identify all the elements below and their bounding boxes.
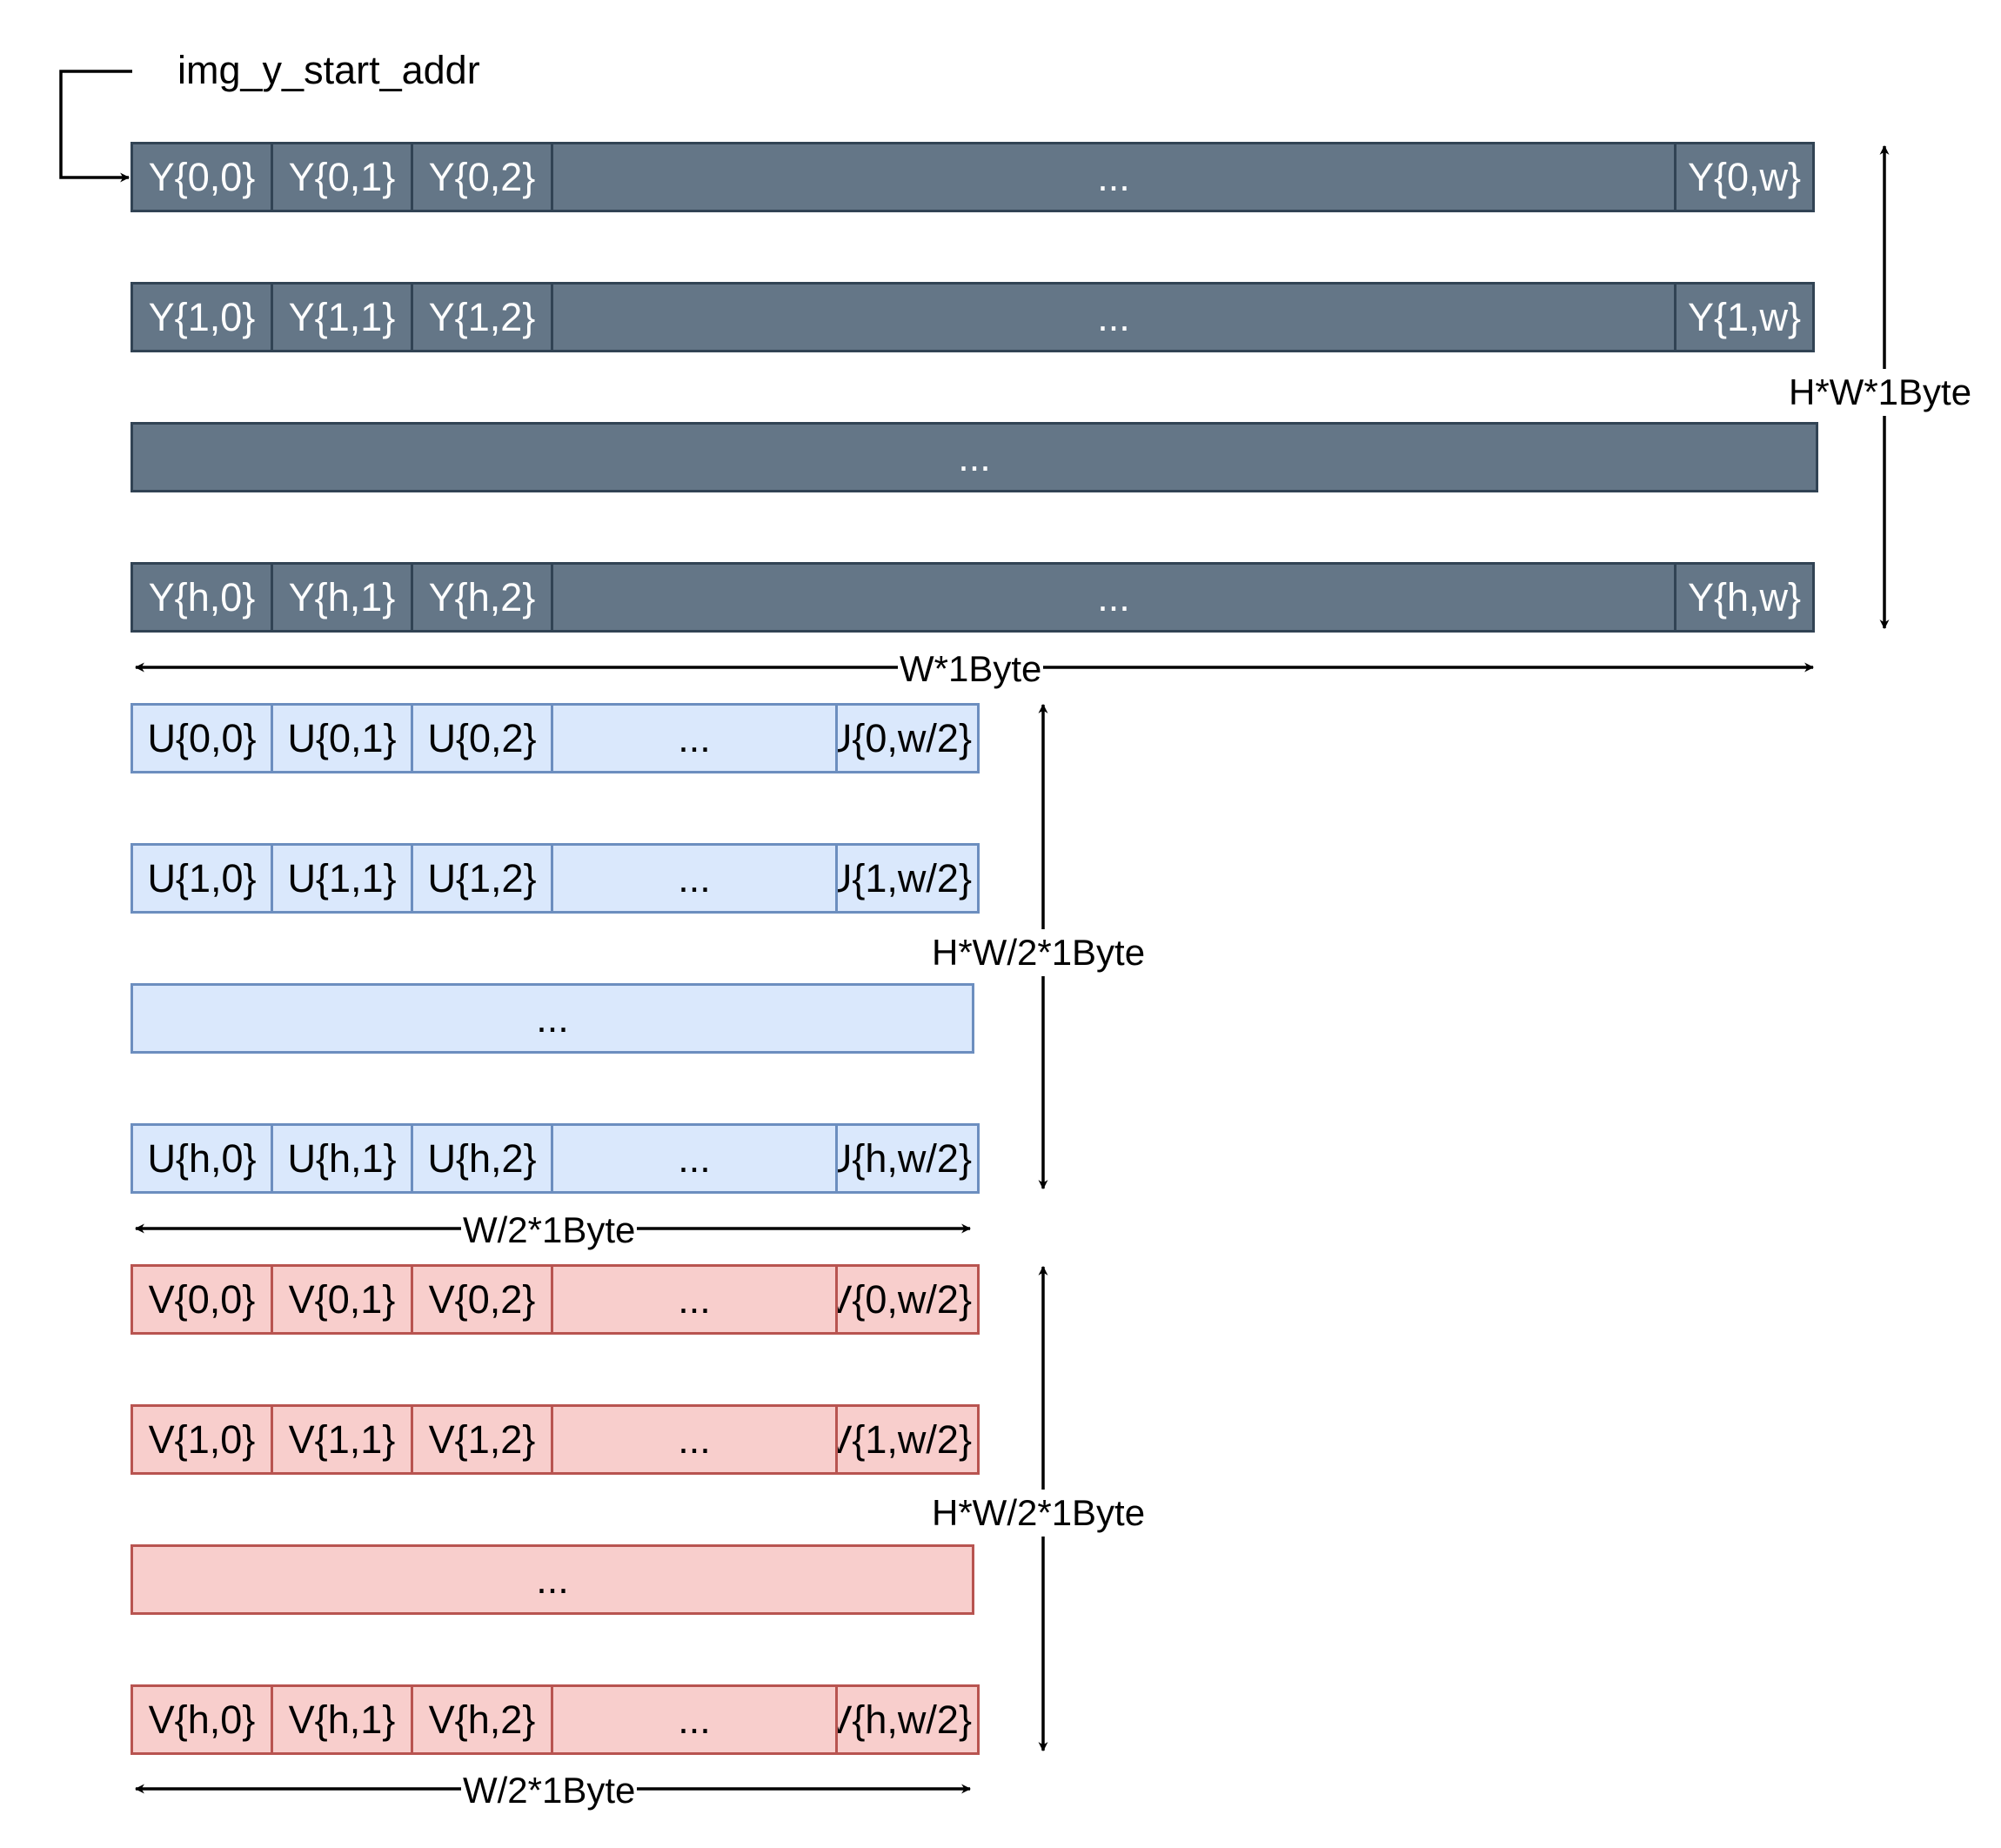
u-sample-cell: U{h,1} (271, 1123, 413, 1194)
u-ellipsis-cell: ... (551, 703, 838, 773)
u-ellipsis-cell: ... (551, 1123, 838, 1194)
y-sample-cell: Y{0,1} (271, 142, 413, 212)
y-ellipsis-cell: ... (551, 142, 1676, 212)
y-ellipsis-row-cell: ... (130, 422, 1818, 492)
v-sample-cell: V{0,0} (130, 1264, 273, 1335)
v-sample-cell: V{h,0} (130, 1684, 273, 1755)
v-sample-cell: V{0,2} (411, 1264, 553, 1335)
y-ellipsis-cell: ... (551, 562, 1676, 633)
y-plane-row: ... (130, 422, 1818, 492)
y-ellipsis-cell: ... (551, 282, 1676, 352)
v-sample-cell: V{1,2} (411, 1404, 553, 1475)
v-sample-cell: V{0,1} (271, 1264, 413, 1335)
v-sample-cell: V{1,0} (130, 1404, 273, 1475)
v-plane-row: ... (130, 1544, 974, 1615)
y-sample-cell: Y{0,0} (130, 142, 273, 212)
v-plane-row: V{1,0} V{1,1} V{1,2}... V{1,w/2} (130, 1404, 980, 1475)
u-plane-row: U{1,0} U{1,1} U{1,2}... U{1,w/2} (130, 843, 980, 914)
v-sample-cell: V{h,2} (411, 1684, 553, 1755)
y-width-label: W*1Byte (898, 648, 1044, 689)
u-sample-cell: U{0,0} (130, 703, 273, 773)
u-ellipsis-row-cell: ... (130, 983, 974, 1054)
v-plane-row: V{h,0} V{h,1} V{h,2}... V{h,w/2} (130, 1684, 980, 1755)
y-sample-cell: Y{h,0} (130, 562, 273, 633)
u-last-sample-cell: U{h,w/2} (835, 1123, 980, 1194)
u-plane-row: U{h,0} U{h,1} U{h,2}... U{h,w/2} (130, 1123, 980, 1194)
y-sample-cell: Y{0,2} (411, 142, 553, 212)
v-ellipsis-cell: ... (551, 1404, 838, 1475)
v-height-label: H*W/2*1Byte (932, 1490, 1146, 1537)
u-sample-cell: U{1,2} (411, 843, 553, 914)
y-sample-cell: Y{1,2} (411, 282, 553, 352)
start-address-arrow (59, 70, 132, 183)
v-ellipsis-cell: ... (551, 1264, 838, 1335)
y-last-sample-cell: Y{1,w} (1674, 282, 1815, 352)
u-last-sample-cell: U{0,w/2} (835, 703, 980, 773)
u-sample-cell: U{1,1} (271, 843, 413, 914)
u-ellipsis-cell: ... (551, 843, 838, 914)
u-width-label: W/2*1Byte (461, 1209, 638, 1250)
v-last-sample-cell: V{h,w/2} (835, 1684, 980, 1755)
u-height-label: H*W/2*1Byte (932, 929, 1146, 976)
u-plane-row: U{0,0} U{0,1} U{0,2}... U{0,w/2} (130, 703, 980, 773)
v-last-sample-cell: V{1,w/2} (835, 1404, 980, 1475)
v-ellipsis-cell: ... (551, 1684, 838, 1755)
v-sample-cell: V{1,1} (271, 1404, 413, 1475)
v-last-sample-cell: V{0,w/2} (835, 1264, 980, 1335)
y-height-label: H*W*1Byte (1789, 369, 1972, 416)
v-ellipsis-row-cell: ... (130, 1544, 974, 1615)
u-last-sample-cell: U{1,w/2} (835, 843, 980, 914)
u-sample-cell: U{0,1} (271, 703, 413, 773)
v-plane-row: V{0,0} V{0,1} V{0,2}... V{0,w/2} (130, 1264, 980, 1335)
y-sample-cell: Y{1,0} (130, 282, 273, 352)
u-sample-cell: U{0,2} (411, 703, 553, 773)
y-plane-row: Y{h,0} Y{h,1} Y{h,2}... Y{h,w} (130, 562, 1815, 633)
v-width-label: W/2*1Byte (461, 1770, 638, 1811)
u-sample-cell: U{1,0} (130, 843, 273, 914)
y-last-sample-cell: Y{0,w} (1674, 142, 1815, 212)
u-sample-cell: U{h,2} (411, 1123, 553, 1194)
u-plane-row: ... (130, 983, 974, 1054)
y-sample-cell: Y{h,2} (411, 562, 553, 633)
y-plane-row: Y{0,0} Y{0,1} Y{0,2}... Y{0,w} (130, 142, 1815, 212)
u-sample-cell: U{h,0} (130, 1123, 273, 1194)
y-sample-cell: Y{h,1} (271, 562, 413, 633)
y-sample-cell: Y{1,1} (271, 282, 413, 352)
y-last-sample-cell: Y{h,w} (1674, 562, 1815, 633)
v-sample-cell: V{h,1} (271, 1684, 413, 1755)
start-address-label: img_y_start_addr (177, 48, 480, 92)
y-plane-row: Y{1,0} Y{1,1} Y{1,2}... Y{1,w} (130, 282, 1815, 352)
